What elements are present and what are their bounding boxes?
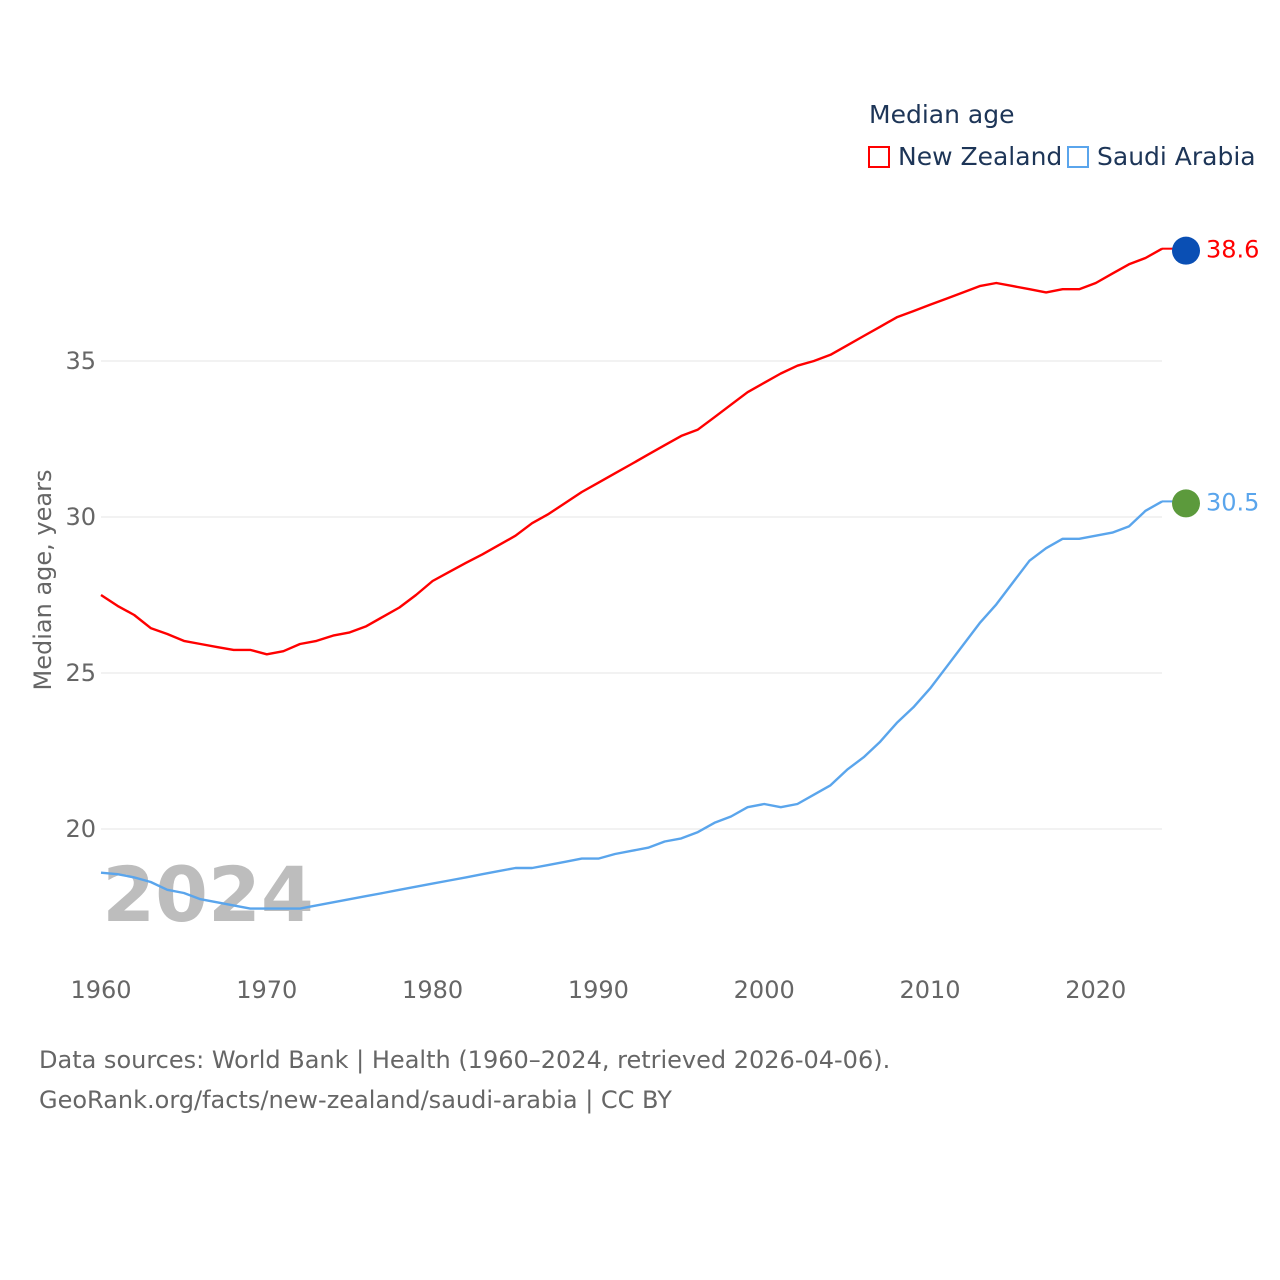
x-tick-label: 1990 <box>568 976 629 1004</box>
x-tick-label: 2020 <box>1065 976 1126 1004</box>
series-line-saudi-arabia <box>100 500 1163 910</box>
y-tick-label: 20 <box>65 815 96 843</box>
legend-label: Saudi Arabia <box>1097 142 1256 171</box>
data-source-text: Data sources: World Bank | Health (1960–… <box>39 1046 891 1074</box>
legend-swatch <box>1067 145 1089 168</box>
legend-item-new-zealand[interactable]: New Zealand <box>868 142 1062 171</box>
legend-item-saudi-arabia[interactable]: Saudi Arabia <box>1067 142 1256 171</box>
end-value-label: 38.6 <box>1206 236 1259 264</box>
source-link[interactable]: GeoRank.org/facts/new-zealand/saudi-arab… <box>39 1086 672 1114</box>
flag-icon <box>1172 236 1200 265</box>
x-tick-label: 1970 <box>236 976 297 1004</box>
y-axis-label: Median age, years <box>29 470 57 691</box>
legend-label: New Zealand <box>898 142 1063 171</box>
end-value-label: 30.5 <box>1206 488 1259 516</box>
x-tick-label: 2000 <box>734 976 795 1004</box>
y-tick-label: 25 <box>65 659 96 687</box>
x-tick-label: 1980 <box>402 976 463 1004</box>
x-tick-label: 1960 <box>70 976 131 1004</box>
x-tick-label: 2010 <box>899 976 960 1004</box>
legend-swatch <box>868 145 890 168</box>
y-tick-label: 30 <box>65 503 96 531</box>
legend-title: Median age <box>869 100 1015 129</box>
flag-icon <box>1172 489 1200 518</box>
series-line-new-zealand <box>100 247 1163 656</box>
year-watermark: 2024 <box>102 850 314 939</box>
y-tick-label: 35 <box>65 347 96 375</box>
